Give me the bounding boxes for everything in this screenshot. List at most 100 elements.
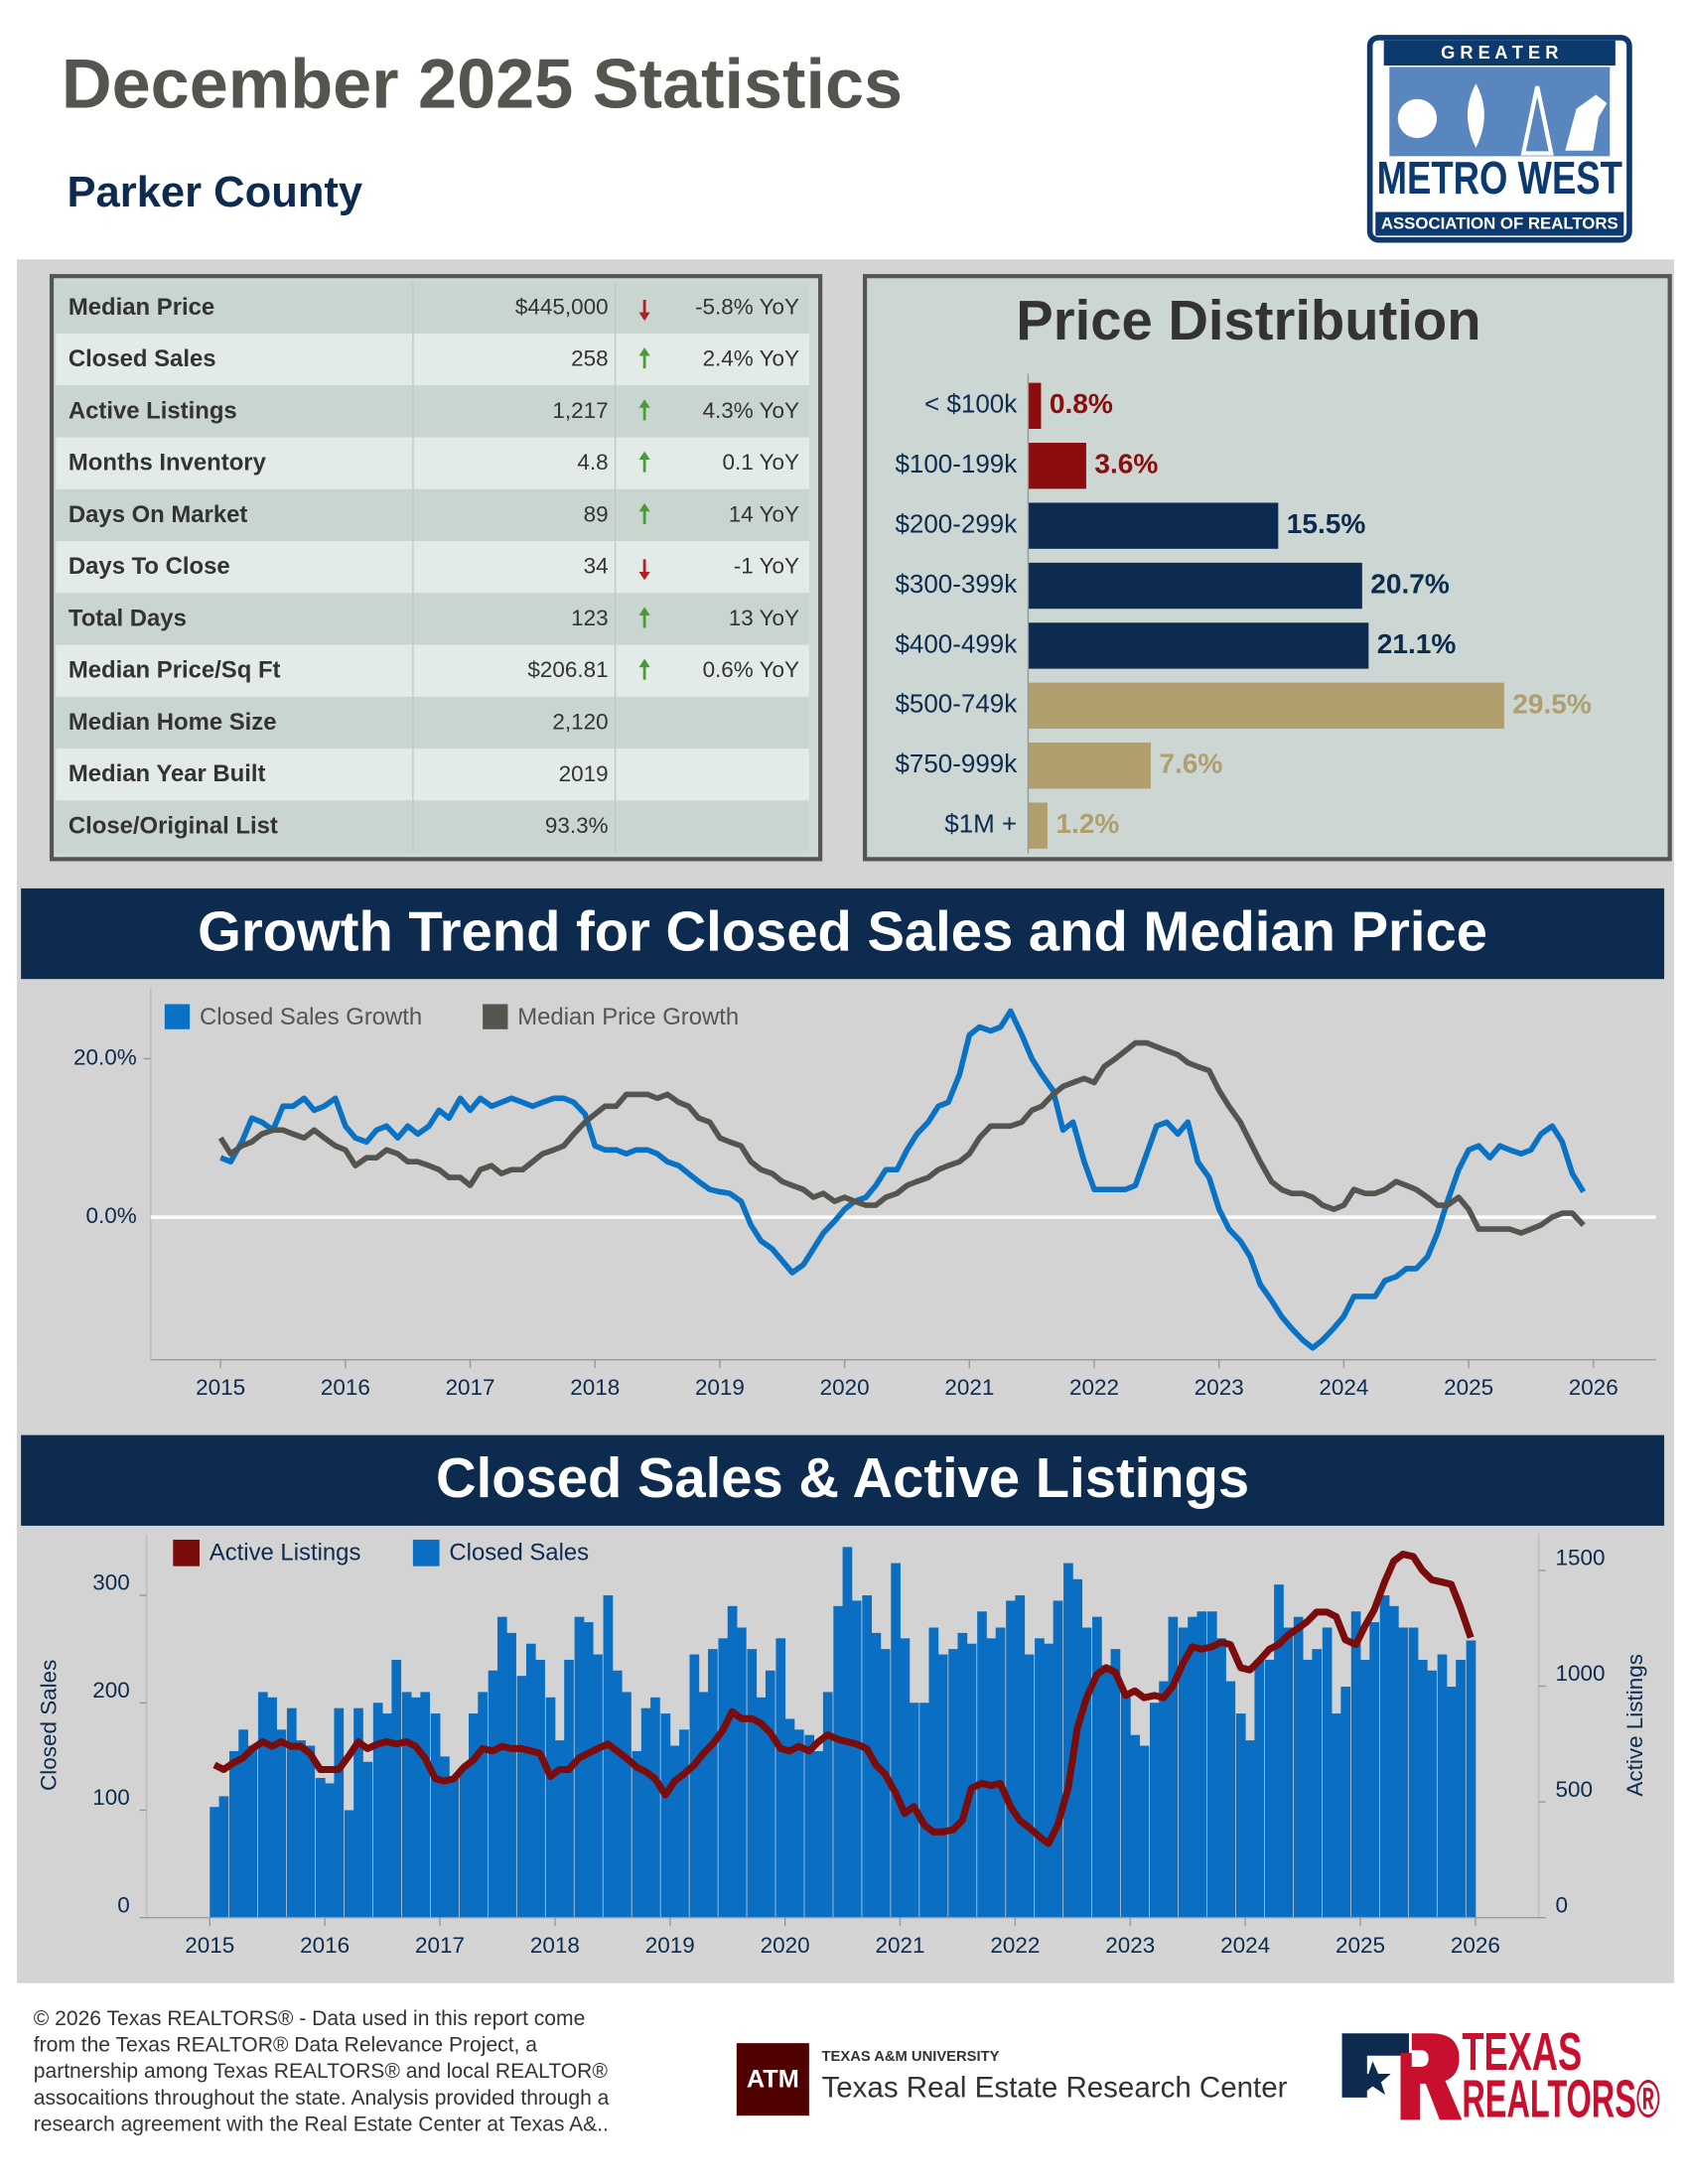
bar	[353, 1707, 363, 1918]
category-label: < $100k	[924, 389, 1018, 419]
bar	[1035, 1638, 1045, 1918]
bar	[1466, 1640, 1477, 1918]
stat-value: $206.81	[527, 657, 608, 682]
bar	[382, 1713, 392, 1918]
table-row	[56, 281, 809, 335]
bar	[813, 1750, 824, 1918]
metro-west-logo: G R E A T E R METRO WEST ASSOCIATION OF …	[1366, 35, 1632, 243]
bar	[793, 1729, 804, 1918]
bar	[1245, 1740, 1255, 1918]
bar	[1188, 1616, 1197, 1918]
bar	[1081, 1627, 1092, 1918]
bar	[756, 1697, 767, 1918]
logo-derrick	[1520, 85, 1554, 156]
footer-text: © 2026 Texas REALTORS® - Data used in th…	[34, 2007, 586, 2030]
bar	[1312, 1649, 1323, 1918]
bar	[1340, 1687, 1351, 1918]
x-tick-label: 2021	[944, 1375, 994, 1400]
bar	[1130, 1734, 1140, 1918]
bar	[1437, 1654, 1448, 1918]
table-row	[56, 541, 809, 594]
bar	[708, 1649, 718, 1918]
x-tick-label: 2016	[300, 1933, 350, 1958]
bar	[689, 1654, 700, 1918]
bar	[1446, 1687, 1457, 1918]
plot-area	[21, 983, 1665, 1366]
x-tick-label: 2021	[876, 1933, 925, 1958]
x-tick-label: 2018	[570, 1375, 620, 1400]
bar	[305, 1745, 316, 1918]
bar	[1159, 1681, 1169, 1918]
y2-tick-label: 0	[1555, 1892, 1568, 1917]
y-tick-label: 0	[117, 1892, 130, 1917]
x-tick-label: 2022	[1069, 1375, 1119, 1400]
stat-label: Days To Close	[69, 553, 230, 580]
bar	[1121, 1692, 1131, 1918]
stat-value: $445,000	[515, 294, 609, 319]
bar	[1235, 1713, 1246, 1918]
table-row	[56, 385, 809, 438]
bar	[229, 1750, 239, 1918]
realtors-line2: REALTORS®	[1462, 2071, 1659, 2129]
bar	[401, 1692, 412, 1918]
legend-swatch	[483, 1004, 508, 1029]
bar	[977, 1611, 987, 1918]
realtors-line1: TEXAS	[1462, 2023, 1582, 2082]
bar	[871, 1632, 882, 1918]
bar	[804, 1734, 815, 1918]
bar	[966, 1643, 977, 1918]
bar	[344, 1810, 354, 1918]
bar	[1063, 1563, 1073, 1918]
section-banner	[21, 1434, 1665, 1526]
bar	[469, 1713, 479, 1918]
bar	[218, 1796, 229, 1918]
bar	[660, 1713, 671, 1918]
bar	[1427, 1670, 1437, 1918]
bar	[1101, 1665, 1111, 1918]
stat-value: 34	[584, 554, 609, 579]
bar	[842, 1547, 853, 1918]
x-tick-label: 2020	[761, 1933, 810, 1958]
bar	[765, 1670, 775, 1918]
value-label: 21.1%	[1377, 628, 1457, 659]
bar	[496, 1616, 507, 1918]
footer-text: from the Texas REALTOR® Data Relevance P…	[34, 2033, 537, 2056]
x-tick-label: 2026	[1569, 1375, 1618, 1400]
stat-label: Median Price/Sq Ft	[69, 657, 281, 684]
logo-horse	[1565, 94, 1608, 151]
stat-change: 14 YoY	[729, 501, 799, 526]
stat-change: -5.8% YoY	[695, 294, 799, 319]
line-series	[217, 1039, 1586, 1236]
stats-table: Median Price $445,000 -5.8% YoY Closed Sale…	[56, 281, 809, 853]
bar	[535, 1659, 545, 1918]
bar	[1028, 622, 1369, 669]
growth-chart: 0.0% 20.0% 2015 2016 2017 2018 2019 2020 2021 202…	[21, 983, 1665, 1400]
realtors-flag	[1341, 2033, 1409, 2098]
bar	[622, 1692, 632, 1918]
x-tick-label: 2020	[820, 1375, 870, 1400]
y2-tick-label: 1500	[1555, 1546, 1605, 1570]
bar	[1006, 1600, 1016, 1918]
legend-label: Active Listings	[210, 1539, 361, 1566]
bar	[928, 1627, 939, 1918]
bar	[640, 1707, 651, 1918]
stat-label: Median Price	[69, 294, 214, 321]
bar	[1110, 1649, 1121, 1918]
y-tick-label: 100	[92, 1785, 130, 1810]
line-series	[219, 1008, 1587, 1351]
line-series	[212, 1551, 1475, 1847]
logo-top: G R E A T E R	[1441, 42, 1558, 63]
bar	[1028, 562, 1362, 610]
table-row	[56, 696, 809, 750]
category-label: $100-199k	[895, 449, 1018, 478]
stat-label: Days On Market	[69, 501, 248, 528]
bar	[411, 1697, 421, 1918]
stat-value: 2,120	[552, 709, 608, 734]
x-tick-label: 2025	[1444, 1375, 1493, 1400]
bar	[862, 1595, 872, 1918]
bar	[698, 1692, 709, 1918]
bar	[937, 1654, 948, 1918]
bar	[1139, 1745, 1150, 1918]
table-row	[56, 488, 809, 542]
